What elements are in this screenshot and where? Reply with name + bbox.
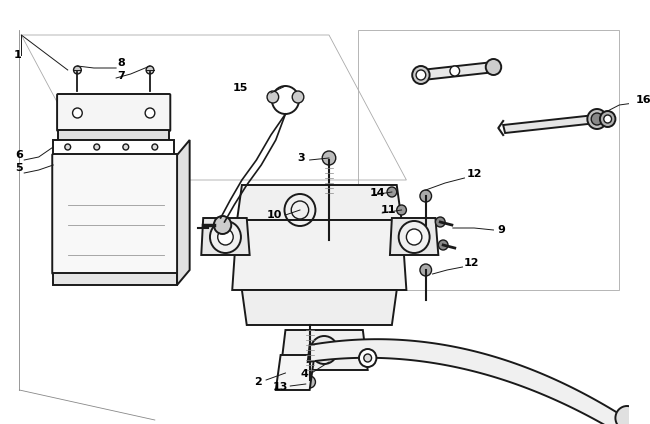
Polygon shape: [202, 218, 250, 255]
Circle shape: [436, 217, 445, 227]
Text: 11: 11: [380, 205, 396, 215]
FancyBboxPatch shape: [52, 154, 178, 274]
Text: 2: 2: [254, 377, 262, 387]
Circle shape: [420, 264, 432, 276]
Circle shape: [604, 115, 612, 123]
Polygon shape: [421, 62, 495, 80]
Text: 12: 12: [463, 258, 479, 268]
Circle shape: [616, 406, 639, 424]
Circle shape: [420, 190, 432, 202]
Circle shape: [416, 70, 426, 80]
Circle shape: [311, 336, 338, 364]
Circle shape: [145, 108, 155, 118]
Text: 7: 7: [117, 71, 125, 81]
Circle shape: [123, 144, 129, 150]
Circle shape: [600, 111, 616, 127]
Circle shape: [210, 221, 241, 253]
Circle shape: [364, 354, 372, 362]
Polygon shape: [58, 130, 170, 140]
Polygon shape: [307, 339, 629, 424]
Circle shape: [450, 66, 460, 76]
Circle shape: [292, 91, 304, 103]
Circle shape: [359, 349, 376, 367]
Polygon shape: [53, 140, 174, 155]
Polygon shape: [242, 290, 396, 325]
Circle shape: [94, 144, 99, 150]
Circle shape: [267, 91, 279, 103]
Polygon shape: [177, 140, 190, 285]
Text: 8: 8: [117, 58, 125, 68]
Polygon shape: [276, 355, 315, 390]
Circle shape: [406, 229, 422, 245]
FancyBboxPatch shape: [57, 94, 170, 131]
Text: 12: 12: [467, 169, 482, 179]
Circle shape: [438, 240, 448, 250]
Circle shape: [396, 205, 406, 215]
Circle shape: [73, 66, 81, 74]
Circle shape: [317, 343, 331, 357]
Text: 6: 6: [16, 150, 23, 160]
Circle shape: [214, 216, 231, 234]
Circle shape: [304, 376, 315, 388]
Text: 16: 16: [636, 95, 650, 105]
Polygon shape: [503, 115, 597, 133]
Circle shape: [322, 151, 336, 165]
Circle shape: [152, 144, 158, 150]
Circle shape: [398, 221, 430, 253]
Text: 4: 4: [301, 369, 309, 379]
Polygon shape: [53, 273, 177, 285]
Circle shape: [412, 66, 430, 84]
Circle shape: [146, 66, 154, 74]
Text: 1: 1: [14, 50, 21, 60]
Circle shape: [272, 86, 299, 114]
Circle shape: [325, 351, 333, 359]
Circle shape: [387, 187, 396, 197]
Text: 3: 3: [297, 153, 305, 163]
Polygon shape: [232, 220, 406, 290]
Circle shape: [73, 108, 83, 118]
Circle shape: [592, 113, 603, 125]
Text: 15: 15: [232, 83, 248, 93]
Circle shape: [486, 59, 501, 75]
Circle shape: [588, 109, 606, 129]
Polygon shape: [390, 218, 438, 255]
Polygon shape: [237, 185, 402, 220]
Circle shape: [65, 144, 71, 150]
Circle shape: [322, 348, 336, 362]
Text: 14: 14: [370, 188, 385, 198]
Polygon shape: [281, 330, 368, 370]
Text: 13: 13: [273, 382, 289, 392]
Text: 10: 10: [266, 210, 281, 220]
Text: 5: 5: [16, 163, 23, 173]
Circle shape: [218, 229, 233, 245]
Text: 9: 9: [497, 225, 505, 235]
